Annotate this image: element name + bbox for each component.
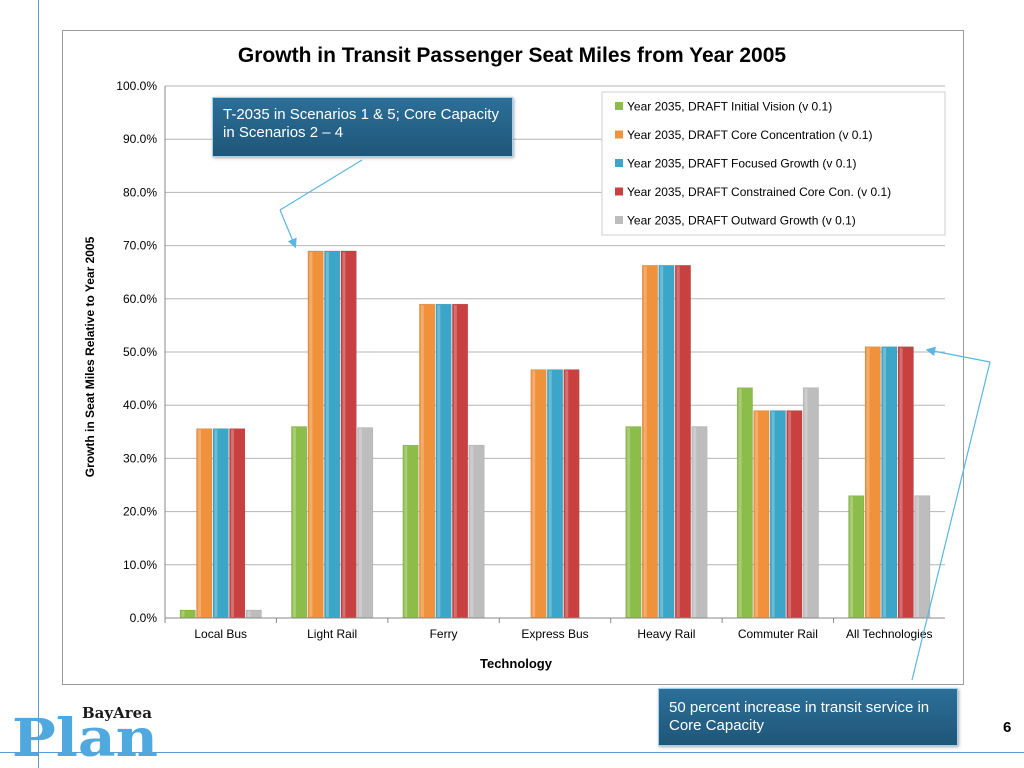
x-tick-label: Ferry [430, 627, 458, 641]
x-axis-label: Technology [480, 656, 553, 671]
y-tick-label: 10.0% [123, 558, 157, 572]
bar-highlight [916, 496, 920, 617]
left-accent-line [38, 0, 39, 768]
bar-highlight [453, 305, 457, 617]
bar-highlight [247, 611, 251, 617]
y-tick-label: 50.0% [123, 345, 157, 359]
x-tick-label: Light Rail [307, 627, 357, 641]
y-tick-label: 30.0% [123, 451, 157, 465]
x-tick-label: Express Bus [521, 627, 588, 641]
bar-highlight [565, 370, 569, 617]
bar-highlight [342, 251, 346, 618]
callout-bottom: 50 percent increase in transit service i… [658, 688, 958, 746]
bar-highlight [230, 429, 234, 617]
y-tick-label: 40.0% [123, 398, 157, 412]
legend-swatch [615, 130, 623, 139]
bar-highlight [643, 266, 647, 617]
legend-label: Year 2035, DRAFT Core Concentration (v 0… [627, 128, 872, 142]
y-tick-label: 70.0% [123, 239, 157, 253]
bar-highlight [850, 496, 854, 617]
y-tick-label: 90.0% [123, 132, 157, 146]
bar-highlight [804, 388, 808, 617]
bar-highlight [627, 427, 631, 617]
bar-highlight [899, 347, 903, 617]
bar-highlight [325, 251, 329, 618]
bar-highlight [693, 427, 697, 617]
bar-highlight [738, 388, 742, 617]
logo-bayarea-text: BayArea [82, 704, 152, 722]
y-tick-label: 20.0% [123, 505, 157, 519]
bar-highlight [676, 266, 680, 617]
x-tick-label: Commuter Rail [738, 627, 818, 641]
logo-plan-text: Plan [12, 708, 158, 760]
callout-bottom-arrow [925, 346, 991, 363]
bar-highlight [788, 411, 792, 617]
bar-highlight [292, 427, 296, 617]
bar-highlight [470, 446, 474, 617]
bar-highlight [404, 446, 408, 617]
bar-highlight [181, 611, 185, 617]
legend-label: Year 2035, DRAFT Constrained Core Con. (… [627, 185, 891, 199]
bar-highlight [437, 305, 441, 617]
x-tick-label: Heavy Rail [637, 627, 695, 641]
legend-label: Year 2035, DRAFT Outward Growth (v 0.1) [627, 214, 856, 228]
bar-highlight [660, 266, 664, 617]
legend-swatch [615, 187, 623, 196]
legend-label: Year 2035, DRAFT Initial Vision (v 0.1) [627, 100, 832, 114]
bar-highlight [532, 370, 536, 617]
legend-swatch [615, 216, 623, 224]
bar-highlight [755, 411, 759, 617]
legend-swatch [615, 159, 623, 167]
legend-box [601, 91, 946, 236]
bar-highlight [420, 305, 424, 617]
y-tick-label: 80.0% [123, 185, 157, 199]
callout-top-connector [279, 159, 363, 211]
y-tick-label: 60.0% [123, 292, 157, 306]
bottom-accent-line [0, 752, 1024, 753]
bar-highlight [309, 251, 313, 618]
legend-label: Year 2035, DRAFT Focused Growth (v 0.1) [627, 157, 856, 171]
x-tick-label: Local Bus [194, 627, 247, 641]
x-tick-label: All Technologies [846, 627, 933, 641]
y-axis-label: Growth in Seat Miles Relative to Year 20… [83, 236, 97, 477]
bar-highlight [214, 429, 218, 617]
bar-highlight [548, 370, 552, 617]
bar-highlight [883, 347, 887, 617]
callout-top-arrow [279, 209, 297, 249]
page-number: 6 [1003, 719, 1012, 736]
y-tick-label: 0.0% [130, 611, 158, 625]
y-tick-label: 100.0% [116, 79, 157, 93]
bar-highlight [358, 428, 362, 617]
chart-title: Growth in Transit Passenger Seat Miles f… [238, 44, 786, 67]
callout-top: T-2035 in Scenarios 1 & 5; Core Capacity… [212, 97, 513, 157]
bayarea-plan-logo: BayArea Plan [12, 704, 158, 760]
callout-bottom-connector [911, 361, 991, 681]
legend-swatch [615, 102, 623, 110]
bar-highlight [866, 347, 870, 617]
bar-highlight [197, 429, 201, 617]
bar-highlight [771, 411, 775, 617]
